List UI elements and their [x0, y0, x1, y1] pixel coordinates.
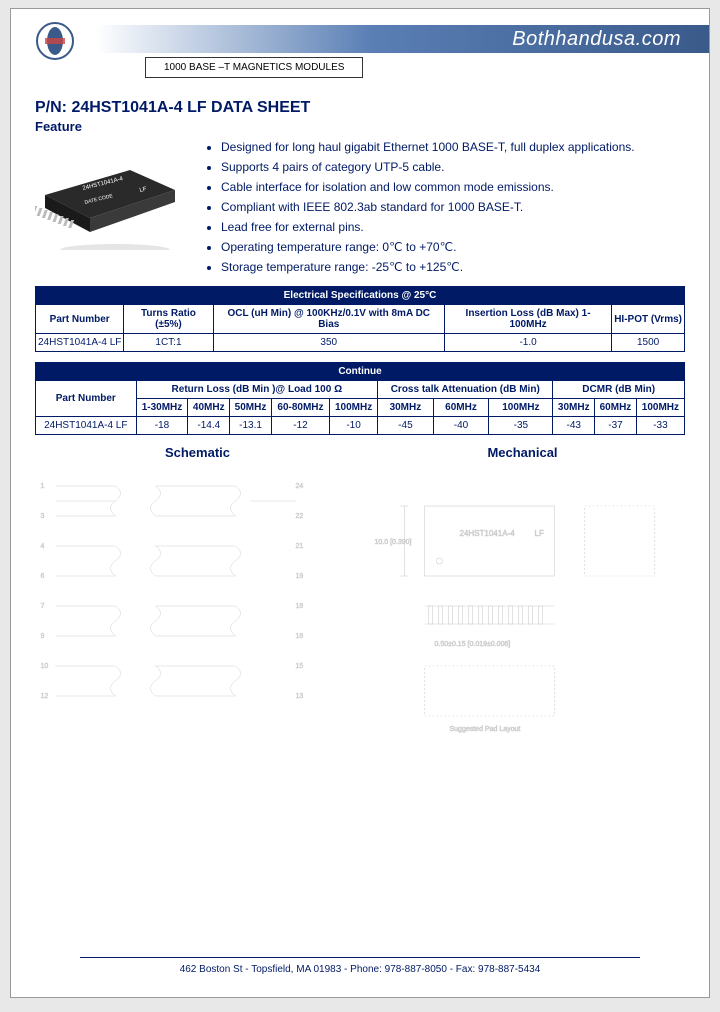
col-header: OCL (uH Min) @ 100KHz/0.1V with 8mA DC B…	[213, 305, 444, 334]
part-number-title: P/N: 24HST1041A-4 LF DATA SHEET	[35, 99, 685, 117]
mechanical-title: Mechanical	[360, 445, 685, 460]
electrical-spec-table: Electrical Specifications @ 25°C Part Nu…	[35, 286, 685, 352]
schematic-diagram: 1 3 24 22 4 6 2	[35, 466, 356, 746]
diagrams-row: 1 3 24 22 4 6 2	[35, 466, 685, 746]
page-footer: 462 Boston St - Topsfield, MA 01983 - Ph…	[11, 957, 709, 975]
header-banner: Bothhandusa.com	[95, 25, 709, 53]
svg-text:24HST1041A-4: 24HST1041A-4	[460, 529, 516, 538]
col-header: HI-POT (Vrms)	[612, 305, 685, 334]
col-header: Part Number	[36, 305, 124, 334]
feature-row: 24HST1041A-4 LF DATE CODE	[35, 138, 685, 278]
svg-text:4: 4	[41, 543, 45, 550]
svg-text:21: 21	[296, 543, 304, 550]
spec-table-title: Electrical Specifications @ 25°C	[36, 287, 685, 305]
diagram-section-titles: Schematic Mechanical	[35, 445, 685, 460]
svg-text:24: 24	[296, 483, 304, 490]
svg-text:LF: LF	[535, 529, 544, 538]
feature-item: Storage temperature range: -25℃ to +125℃…	[221, 258, 635, 276]
col-header: Insertion Loss (dB Max) 1-100MHz	[444, 305, 611, 334]
svg-text:3: 3	[41, 513, 45, 520]
feature-item: Supports 4 pairs of category UTP-5 cable…	[221, 158, 635, 176]
spec-table-title: Continue	[36, 363, 685, 381]
svg-text:19: 19	[296, 573, 304, 580]
feature-item: Lead free for external pins.	[221, 218, 635, 236]
feature-item: Cable interface for isolation and low co…	[221, 178, 635, 196]
svg-text:Suggested Pad Layout: Suggested Pad Layout	[450, 726, 521, 733]
footer-divider	[80, 957, 640, 958]
footer-text: 462 Boston St - Topsfield, MA 01983 - Ph…	[180, 964, 541, 975]
mechanical-diagram: 24HST1041A-4 LF 10.0 [0.390]	[364, 466, 685, 746]
continue-spec-table: Continue Part Number Return Loss (dB Min…	[35, 362, 685, 435]
module-label-box: 1000 BASE –T MAGNETICS MODULES	[145, 57, 363, 78]
svg-text:18: 18	[296, 603, 304, 610]
page-header: Bothhandusa.com 1000 BASE –T MAGNETICS M…	[35, 21, 685, 69]
feature-item: Designed for long haul gigabit Ethernet …	[221, 138, 635, 156]
col-header: DCMR (dB Min)	[553, 381, 685, 399]
svg-text:10: 10	[41, 663, 49, 670]
svg-text:13: 13	[296, 693, 304, 700]
datasheet-page: Bothhandusa.com 1000 BASE –T MAGNETICS M…	[10, 8, 710, 998]
brand-name: Bothhandusa.com	[512, 28, 681, 51]
svg-text:7: 7	[41, 603, 45, 610]
company-logo	[35, 21, 75, 61]
chip-image: 24HST1041A-4 LF DATE CODE	[35, 138, 185, 278]
table-row: 24HST1041A-4 LF 1CT:1 350 -1.0 1500	[36, 334, 685, 352]
svg-text:22: 22	[296, 513, 304, 520]
feature-item: Compliant with IEEE 802.3ab standard for…	[221, 198, 635, 216]
col-header: Turns Ratio (±5%)	[124, 305, 213, 334]
svg-text:12: 12	[41, 693, 49, 700]
svg-text:6: 6	[41, 573, 45, 580]
svg-text:10.0 [0.390]: 10.0 [0.390]	[375, 539, 412, 546]
svg-text:15: 15	[296, 663, 304, 670]
table-row: 24HST1041A-4 LF -18 -14.4 -13.1 -12 -10 …	[36, 417, 685, 435]
feature-item: Operating temperature range: 0℃ to +70℃.	[221, 238, 635, 256]
svg-text:9: 9	[41, 633, 45, 640]
svg-text:1: 1	[41, 483, 45, 490]
feature-heading: Feature	[35, 119, 685, 134]
col-header: Part Number	[36, 381, 137, 417]
schematic-title: Schematic	[35, 445, 360, 460]
svg-text:0.50±0.15 [0.019±0.006]: 0.50±0.15 [0.019±0.006]	[435, 641, 511, 648]
col-header: Cross talk Attenuation (dB Min)	[378, 381, 553, 399]
feature-list: Designed for long haul gigabit Ethernet …	[201, 138, 635, 278]
svg-text:16: 16	[296, 633, 304, 640]
col-header: Return Loss (dB Min )@ Load 100 Ω	[136, 381, 378, 399]
